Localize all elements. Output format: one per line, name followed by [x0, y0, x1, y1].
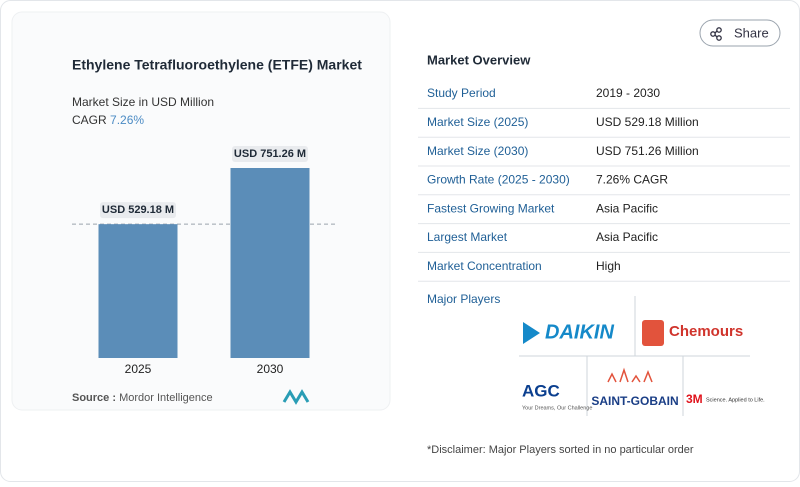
source-label: Source : — [72, 392, 116, 404]
row-label: Market Size (2030) — [427, 144, 528, 158]
player-logo: Chemours — [669, 323, 743, 340]
source: Source : Mordor Intelligence — [72, 392, 213, 404]
row-value: Asia Pacific — [596, 230, 658, 244]
row-value: USD 751.26 Million — [596, 144, 699, 158]
x-tick-label: 2030 — [257, 362, 284, 376]
row-value: Asia Pacific — [596, 201, 658, 215]
player-tagline: Your Dreams, Our Challenge — [522, 405, 592, 411]
mi-logo — [282, 389, 310, 405]
overview-title: Market Overview — [427, 52, 531, 67]
cagr-label: CAGR 7.26% — [72, 113, 144, 127]
players-title: Major Players — [427, 292, 500, 306]
chart-title: Ethylene Tetrafluoroethylene (ETFE) Mark… — [72, 57, 362, 73]
player-logo: SAINT-GOBAIN — [591, 394, 678, 408]
row-label: Largest Market — [427, 230, 508, 244]
share-icon — [710, 27, 722, 41]
value-label-box — [232, 146, 308, 162]
share-label[interactable]: Share — [734, 25, 769, 40]
row-label: Market Concentration — [427, 259, 542, 273]
row-value: High — [596, 259, 621, 273]
chart-subtitle: Market Size in USD Million — [72, 95, 214, 109]
player-logo: DAIKIN — [545, 321, 614, 343]
cagr-value: 7.26% — [110, 113, 144, 127]
overview-table: Study Period 2019 - 2030 Market Size (2025… — [418, 86, 790, 282]
player-grid — [519, 296, 750, 416]
chemours-mark — [642, 320, 664, 346]
value-label: USD 529.18 M — [102, 204, 174, 216]
source-text: Mordor Intelligence — [119, 392, 213, 404]
player-logo: AGC — [522, 381, 560, 400]
value-label: USD 751.26 M — [234, 148, 306, 160]
x-tick-label: 2025 — [125, 362, 152, 376]
row-value: 7.26% CAGR — [596, 173, 668, 187]
bar — [98, 224, 178, 358]
player-tagline: Science. Applied to Life. — [706, 397, 765, 403]
logo-mark — [282, 389, 310, 405]
row-value: 2019 - 2030 — [596, 86, 660, 100]
daikin-mark — [523, 322, 540, 344]
player-logo: 3M — [686, 392, 703, 406]
cagr-label-text: CAGR — [72, 113, 107, 127]
row-value: USD 529.18 Million — [596, 115, 699, 129]
value-label-box — [100, 202, 176, 219]
bar — [230, 168, 310, 358]
row-label: Market Size (2025) — [427, 115, 528, 129]
disclaimer: *Disclaimer: Major Players sorted in no … — [427, 444, 694, 456]
saint-gobain-mark — [607, 367, 653, 383]
row-label: Fastest Growing Market — [427, 201, 555, 215]
row-label: Growth Rate (2025 - 2030) — [427, 173, 570, 187]
row-label: Study Period — [427, 86, 496, 100]
